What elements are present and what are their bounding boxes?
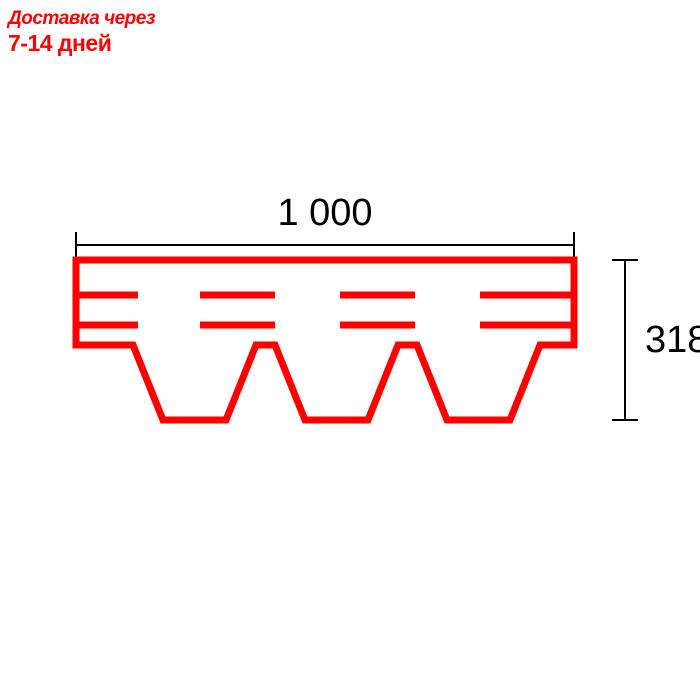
shingle-outline: [76, 260, 574, 420]
watermark-days-number: 7-14: [8, 30, 52, 56]
shingle-diagram: 1 000 318: [0, 0, 700, 700]
watermark-line1: Доставка через: [8, 8, 155, 30]
width-label: 1 000: [277, 192, 372, 234]
watermark-line2: 7-14 дней: [8, 30, 155, 57]
delivery-watermark: Доставка через 7-14 дней: [8, 8, 155, 57]
height-label: 318: [645, 319, 700, 361]
watermark-days-label: дней: [52, 30, 111, 56]
diagram-svg: 1 000 318: [0, 0, 700, 700]
